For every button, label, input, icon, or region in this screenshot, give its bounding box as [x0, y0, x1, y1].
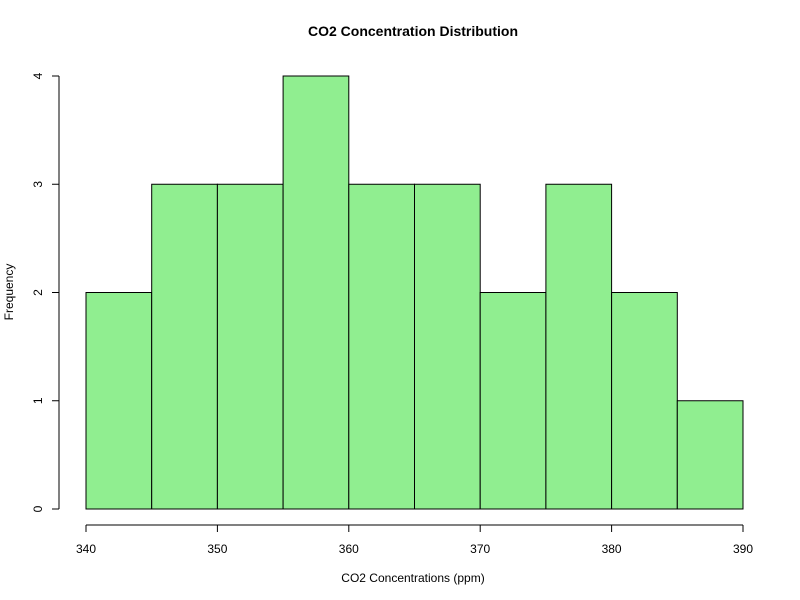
y-tick-label: 2 — [31, 289, 45, 296]
y-axis: 0 1 2 3 4 — [31, 72, 60, 512]
x-axis: 340 350 360 370 380 390 — [76, 524, 753, 556]
histogram-bar — [676, 400, 744, 510]
x-tick-label: 350 — [207, 542, 227, 556]
histogram-bar — [151, 183, 218, 510]
histogram-bar — [479, 292, 547, 510]
histogram-bar — [85, 292, 153, 510]
histogram-bar — [348, 183, 415, 510]
histogram-bar — [216, 183, 284, 510]
y-tick-label: 1 — [31, 397, 45, 404]
x-tick-label: 380 — [602, 542, 622, 556]
x-tick-label: 390 — [733, 542, 753, 556]
chart-title: CO2 Concentration Distribution — [308, 23, 518, 39]
y-axis-label: Frequency — [2, 264, 16, 321]
y-tick-label: 3 — [31, 181, 45, 188]
histogram-bar — [545, 183, 613, 510]
histogram-bar — [414, 183, 481, 510]
bars-group — [85, 75, 744, 510]
x-tick-label: 360 — [339, 542, 359, 556]
histogram-bar — [611, 292, 678, 510]
y-tick-label: 4 — [31, 72, 45, 79]
histogram-bar — [282, 75, 350, 510]
x-tick-label: 340 — [76, 542, 96, 556]
y-tick-label: 0 — [31, 505, 45, 512]
x-axis-label: CO2 Concentrations (ppm) — [341, 571, 484, 585]
x-tick-label: 370 — [470, 542, 490, 556]
